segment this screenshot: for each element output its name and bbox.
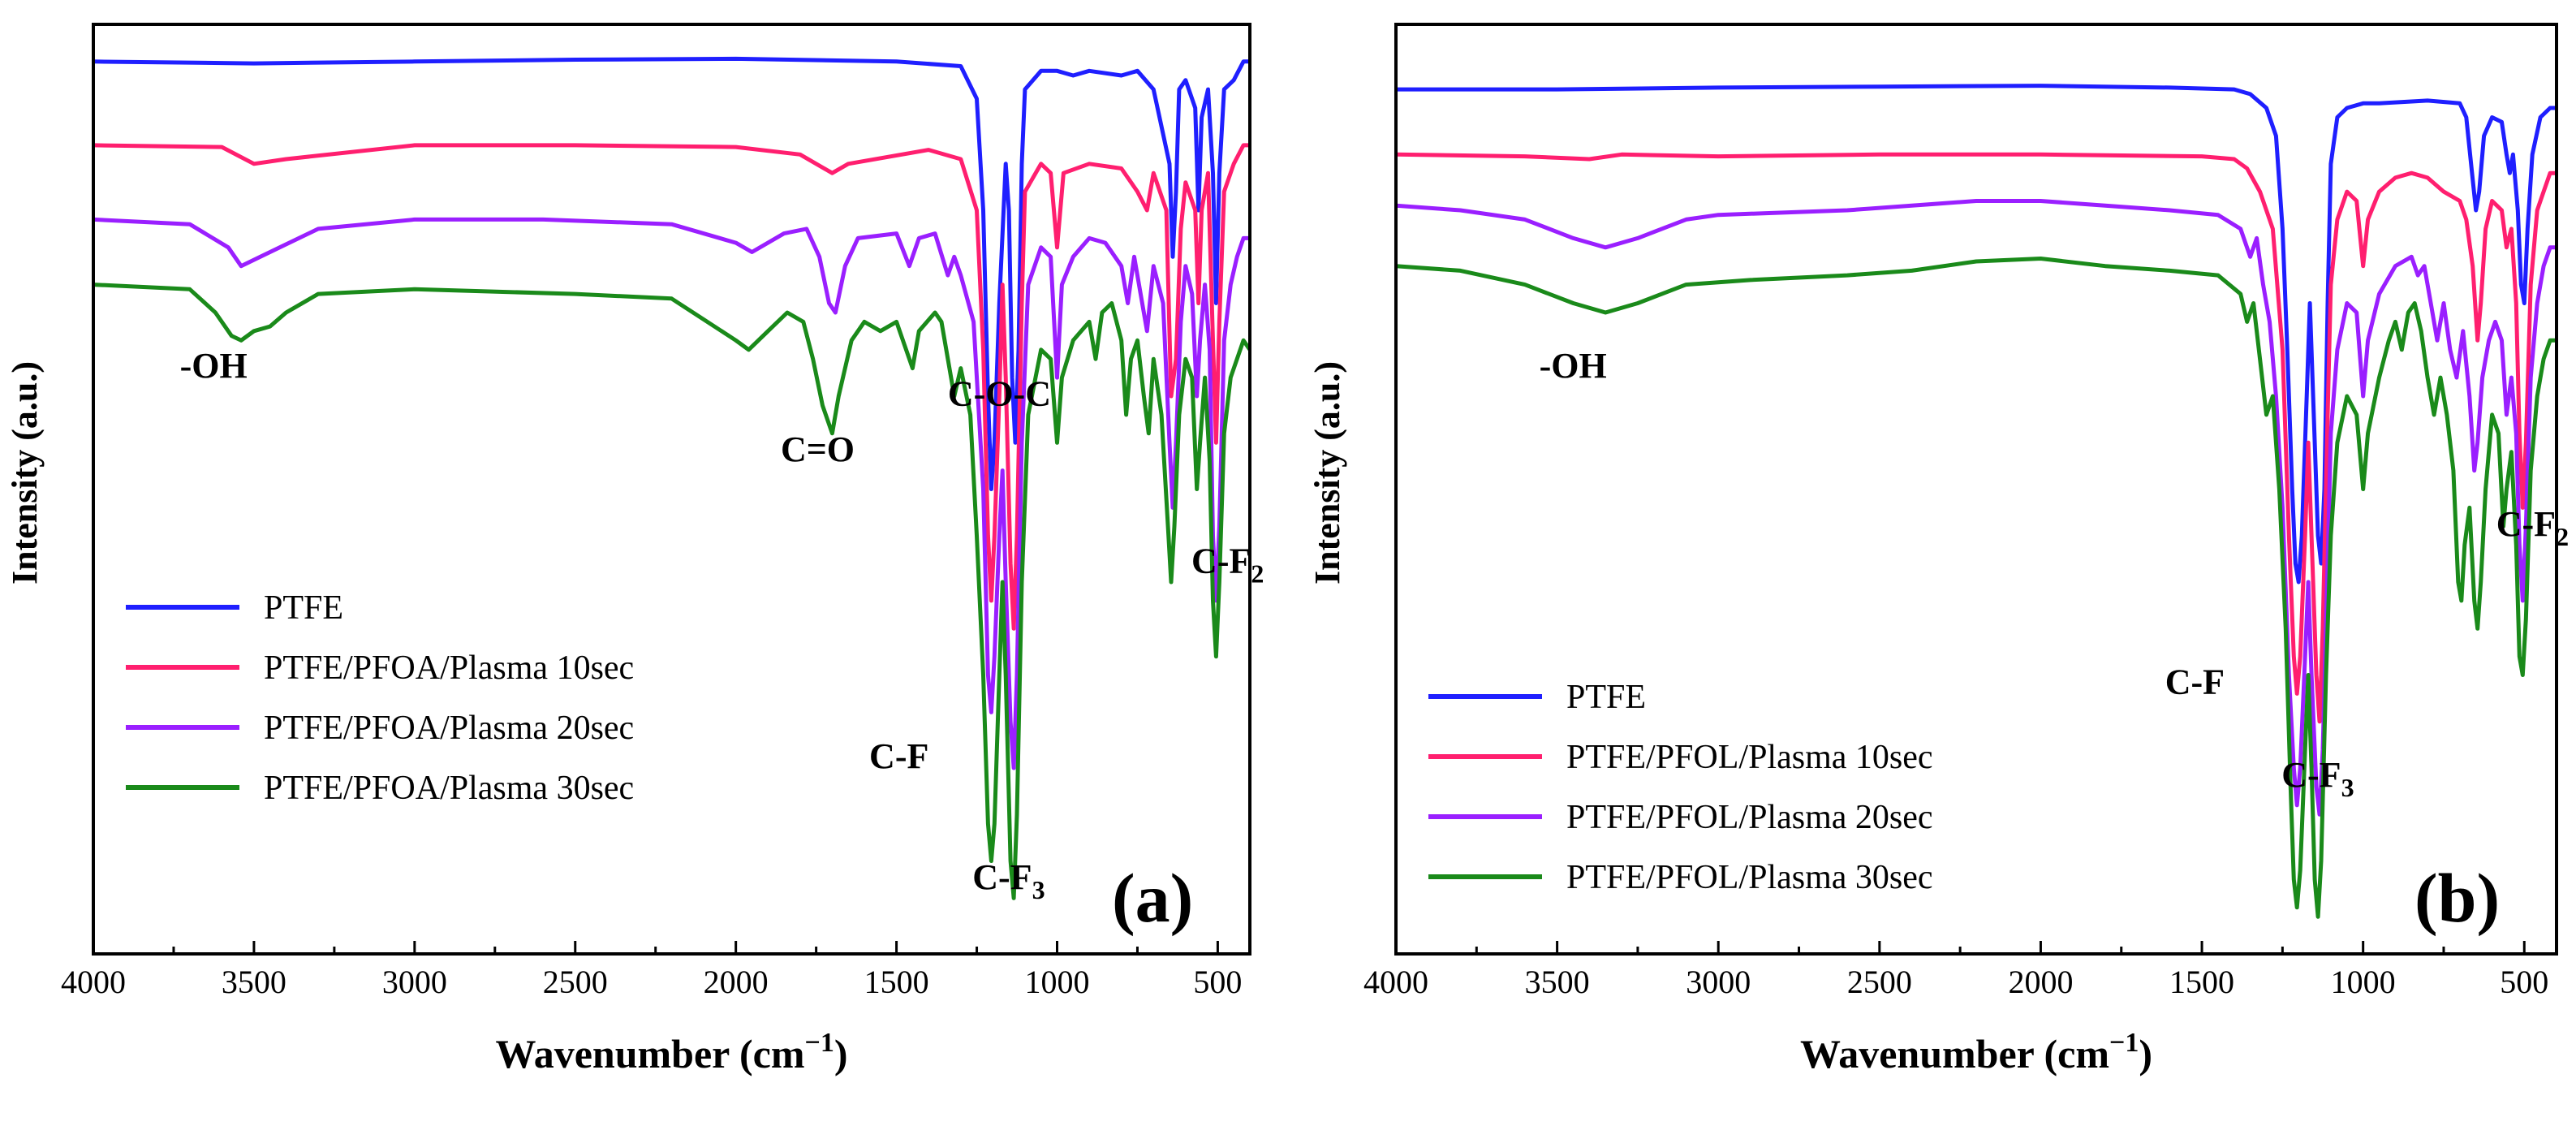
legend-label-4: PTFE/PFOA/Plasma 30sec	[264, 770, 634, 807]
chart-panel-a: 4000 3500 3000 2500 2000 1500 1000 500 Wavenumbe…	[5, 23, 1264, 1076]
series-line-2	[1395, 152, 2557, 724]
legend-label-1: PTFE	[264, 589, 343, 627]
x-tick-label: 3500	[1525, 964, 1590, 1000]
x-tick-label: 2500	[1847, 964, 1912, 1000]
x-tick-label: 3000	[382, 964, 447, 1000]
x-tick-label: 1500	[864, 964, 929, 1000]
x-tick-label: 1000	[1025, 964, 1090, 1000]
annotation-4: C-F2	[1191, 541, 1264, 589]
x-tick-label: 500	[1193, 964, 1242, 1000]
x-tick-label: 4000	[61, 964, 126, 1000]
legend-label-3: PTFE/PFOL/Plasma 20sec	[1566, 799, 1933, 836]
series-line-1	[93, 56, 1250, 491]
y-axis-title: Intensity (a.u.)	[1307, 361, 1347, 585]
annotation-2: C-F2	[2496, 504, 2569, 551]
annotation-3: C-F	[2165, 662, 2225, 701]
series-line-3	[93, 217, 1250, 770]
legend-label-1: PTFE	[1566, 679, 1646, 716]
x-tick-label: 1500	[2169, 964, 2234, 1000]
x-tick-label: 3000	[1686, 964, 1751, 1000]
chart-panel-b: 4000 3500 3000 2500 2000 1500 1000 500 Wavenumbe…	[1307, 23, 2569, 1076]
legend-label-2: PTFE/PFOL/Plasma 10sec	[1566, 739, 1933, 776]
annotation-6: C-F3	[972, 857, 1045, 904]
series-line-4	[1395, 257, 2557, 919]
series-line-2	[93, 143, 1250, 631]
annotation-3: C-O-C	[948, 373, 1051, 413]
x-tick-label: 2500	[543, 964, 608, 1000]
annotation-5: C-F	[869, 736, 928, 776]
x-axis-title: Wavenumber (cm−1)	[1800, 1028, 2152, 1076]
x-tick-label: 500	[2500, 964, 2548, 1000]
panel-label: (a)	[1112, 859, 1193, 937]
plot-frame	[92, 23, 1251, 956]
plot-frame	[1394, 23, 2558, 956]
x-tick-label: 1000	[2331, 964, 2396, 1000]
legend-label-4: PTFE/PFOL/Plasma 30sec	[1566, 859, 1933, 896]
legend-label-3: PTFE/PFOA/Plasma 20sec	[264, 710, 634, 747]
x-tick-label: 2000	[2008, 964, 2073, 1000]
x-tick-label: 2000	[704, 964, 769, 1000]
annotation-1: -OH	[180, 346, 248, 386]
annotation-2: C=O	[781, 429, 855, 469]
y-axis-title: Intensity (a.u.)	[5, 361, 45, 585]
legend-label-2: PTFE/PFOA/Plasma 10sec	[264, 649, 634, 687]
x-tick-label: 4000	[1363, 964, 1428, 1000]
annotation-4: C-F3	[2281, 755, 2354, 802]
annotation-1: -OH	[1540, 346, 1607, 386]
x-tick-label: 3500	[222, 964, 286, 1000]
series-line-4	[93, 283, 1252, 900]
series-line-3	[1395, 199, 2557, 817]
panel-label: (b)	[2414, 859, 2500, 937]
x-axis-title: Wavenumber (cm−1)	[495, 1028, 847, 1076]
series-line-1	[1396, 84, 2557, 585]
